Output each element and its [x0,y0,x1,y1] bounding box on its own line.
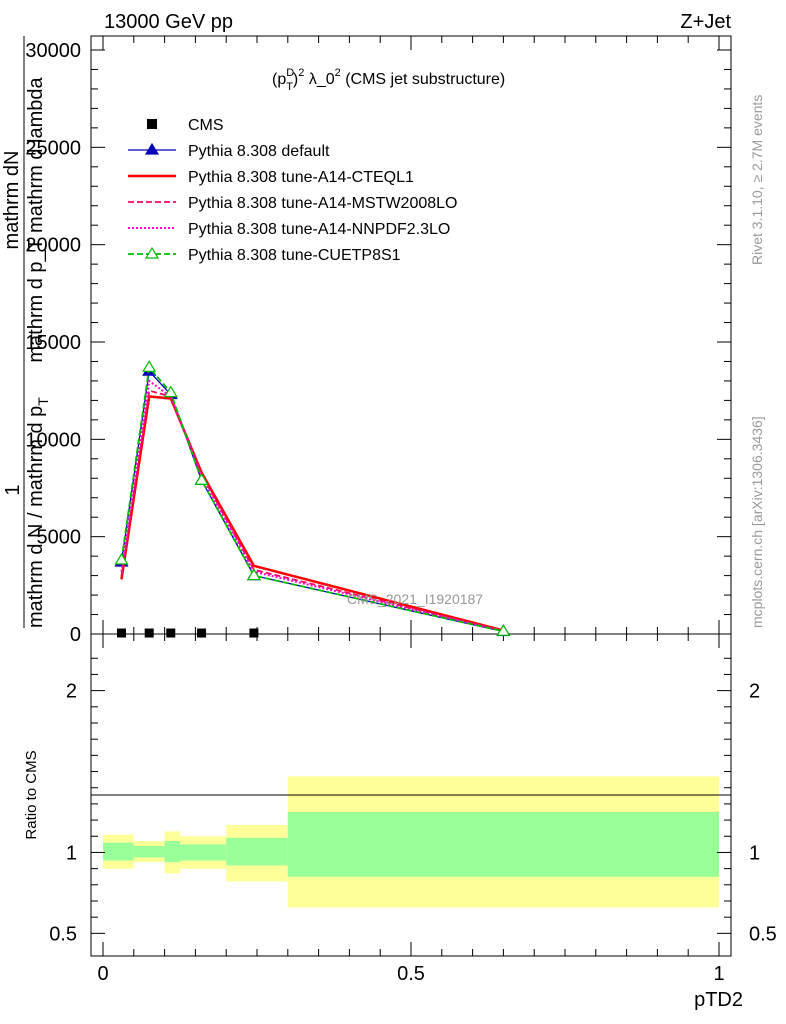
series-mstw [120,389,504,632]
cms-data-point [197,628,207,638]
y-label-one: 1 [2,484,24,495]
series-point-cuetp8s1 [246,568,261,581]
ratio-band-inner [180,844,227,861]
y-label-denominator: mathrm d p_T mathrm d lambda [25,76,47,362]
x-tick-label: 0 [97,963,108,985]
y-axis-label: 1 mathrm d N / mathrm d pT mathrm dN mat… [1,36,51,628]
legend: CMS Pythia 8.308 default Pythia 8.308 tune… [128,117,457,264]
process-label: Z+Jet [680,11,731,33]
axis-tick-labels: 0 5000 10000 15000 20000 25000 30000 0.5 0.5 1 1 2 2… [25,40,776,985]
legend-entry-mstw: Pythia 8.308 tune-A14-MSTW2008LO [128,195,457,212]
legend-label: Pythia 8.308 tune-A14-NNPDF2.3LO [188,221,450,238]
y-tick-label: 25000 [25,137,81,159]
ratio-tick-label: 2 [66,681,77,703]
cms-data-point [116,628,126,638]
rivet-version-label: Rivet 3.1.10, ≥ 2.7M events [749,95,765,265]
x-axis-label: pTD2 [694,989,743,1011]
beam-label: 13000 GeV pp [104,11,233,33]
ratio-tick-label-right: 0.5 [749,923,777,945]
ratio-y-label: Ratio to CMS [23,750,40,839]
ratio-band-inner [287,811,719,877]
ratio-band-inner [226,837,288,866]
legend-entry-cuetp8s1: Pythia 8.308 tune-CUETP8S1 [128,246,401,264]
plot-title: (pD T)2 λ_02 (CMS jet substructure) [272,67,505,93]
series-nnpdf [120,379,504,633]
series-cms [116,628,259,638]
x-tick-label: 1 [713,963,724,985]
series-point-cuetp8s1 [496,624,511,636]
y-tick-label: 30000 [25,40,81,62]
data-series [114,360,511,638]
ratio-bands [103,776,719,908]
mcplots-credit-label: mcplots.cern.ch [arXiv:1306.3436] [749,416,765,628]
legend-marker [144,246,160,259]
ratio-band-inner [133,845,165,858]
ratio-tick-label-right: 1 [749,842,760,864]
ratio-tick-label: 1 [66,842,77,864]
series-line-nnpdf [120,379,504,633]
ratio-band-inner [103,842,134,861]
series-line-cuetp8s1 [120,365,504,633]
legend-label: Pythia 8.308 tune-A14-MSTW2008LO [188,195,457,212]
ratio-tick-label-right: 2 [749,681,760,703]
legend-entry-nnpdf: Pythia 8.308 tune-A14-NNPDF2.3LO [128,221,450,238]
y-label-prefix: mathrm d N / mathrm d pT [25,397,51,628]
y-tick-label: 10000 [25,429,81,451]
ratio-tick-label: 0.5 [49,923,77,945]
series-point-cuetp8s1 [114,552,129,565]
y-tick-label: 20000 [25,235,81,257]
analysis-watermark: CMS_2021_I1920187 [347,591,483,607]
legend-label: Pythia 8.308 tune-A14-CTEQL1 [188,169,414,186]
legend-entry-default: Pythia 8.308 default [128,142,330,160]
main-panel-frame [90,35,732,635]
legend-entry-cteql1: Pythia 8.308 tune-A14-CTEQL1 [128,169,414,186]
series-point-cuetp8s1 [194,473,209,485]
legend-marker [147,119,157,129]
legend-label: Pythia 8.308 default [188,143,330,160]
y-tick-label: 15000 [25,332,81,354]
series-point-cuetp8s1 [142,360,157,372]
series-line-mstw [120,389,504,632]
ratio-band-inner [164,841,180,863]
series-point-cuetp8s1 [163,385,178,398]
legend-label: Pythia 8.308 tune-CUETP8S1 [188,247,401,264]
x-tick-label: 0.5 [397,963,425,985]
y-label-numerator: mathrm dN [1,151,23,250]
y-tick-label: 5000 [37,527,82,549]
y-tick-label: 0 [70,624,81,646]
series-cuetp8s1 [114,360,511,636]
cms-data-point [249,628,259,638]
legend-label: CMS [188,117,224,134]
cms-data-point [166,628,176,638]
legend-entry-cms: CMS [147,117,224,134]
legend-marker [144,142,160,155]
cms-data-point [144,628,154,638]
